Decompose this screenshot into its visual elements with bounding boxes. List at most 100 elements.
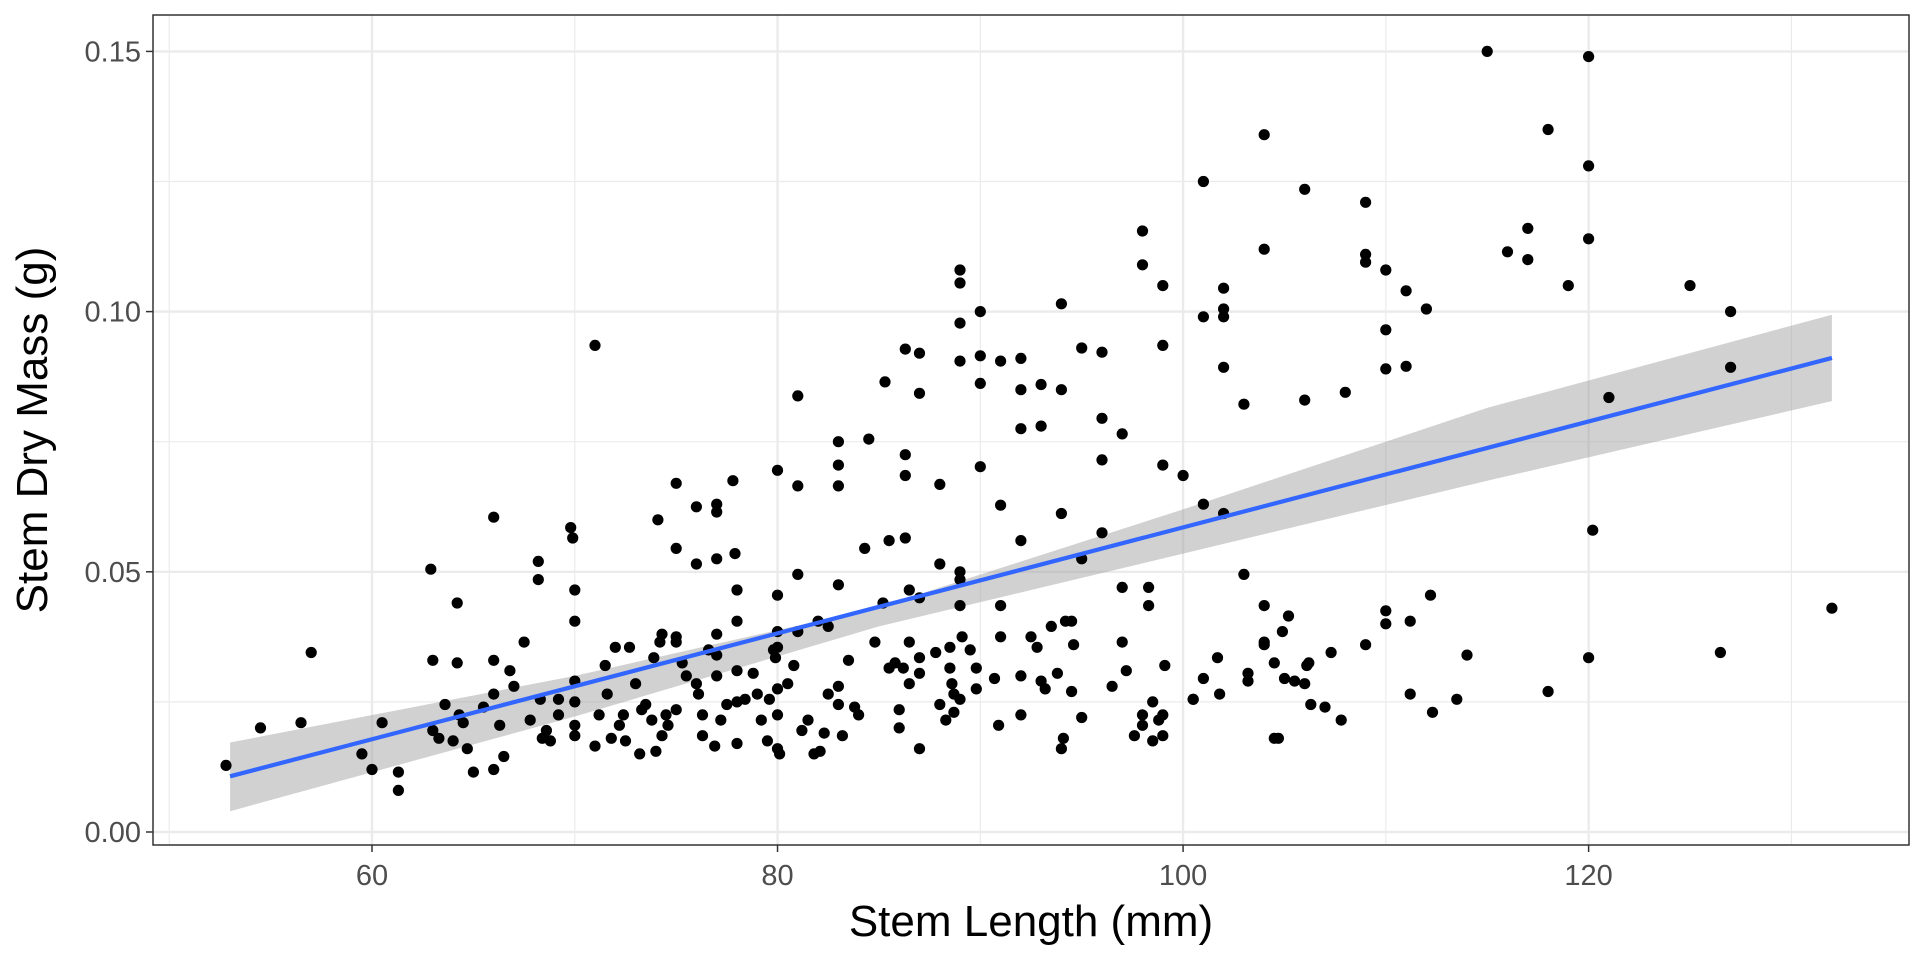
data-point (853, 709, 865, 721)
data-point (970, 662, 982, 674)
data-point (1197, 498, 1209, 510)
panel-border (152, 14, 1910, 846)
data-point (1147, 735, 1159, 747)
data-point (970, 683, 982, 695)
data-point (930, 646, 942, 659)
data-point (859, 542, 871, 555)
data-point (376, 717, 388, 729)
x-tick-label: 60 (356, 860, 388, 892)
data-point (769, 652, 782, 664)
data-point (254, 722, 267, 734)
data-point (711, 553, 723, 565)
y-tick-label: 0.00 (85, 817, 141, 849)
data-point (832, 480, 845, 492)
data-point (903, 636, 915, 648)
data-point (1258, 639, 1270, 651)
data-point (619, 735, 632, 747)
data-point (974, 461, 986, 473)
data-point (993, 719, 1005, 731)
data-point (711, 498, 723, 510)
data-point (731, 615, 743, 627)
data-point (1120, 665, 1132, 677)
data-point (771, 641, 784, 653)
data-point (569, 719, 581, 731)
data-point (995, 355, 1007, 367)
data-point (601, 688, 613, 700)
x-tick-label: 100 (1159, 860, 1207, 892)
data-point (1136, 259, 1149, 271)
data-point (696, 709, 709, 721)
data-point (425, 563, 437, 575)
data-point (1360, 639, 1372, 651)
data-point (974, 377, 986, 389)
data-point (954, 566, 966, 578)
regression-line (229, 355, 1833, 779)
data-point (504, 665, 516, 677)
fit-line-group (229, 355, 1833, 779)
data-point (739, 693, 751, 705)
data-point (1051, 667, 1063, 679)
data-point (1031, 641, 1043, 653)
data-point (974, 350, 986, 362)
data-point (944, 641, 956, 653)
data-point (893, 722, 905, 734)
data-point (1055, 743, 1067, 755)
data-point (954, 574, 966, 586)
data-point (964, 644, 976, 656)
data-point (913, 347, 926, 359)
data-point (498, 750, 510, 763)
data-point (540, 724, 553, 737)
data-point (1360, 196, 1372, 208)
data-point (1426, 706, 1439, 718)
data-point (648, 652, 660, 664)
data-point (1725, 361, 1737, 373)
data-point (954, 600, 966, 612)
data-point (1157, 339, 1169, 351)
data-point (1289, 675, 1301, 687)
data-point (954, 317, 966, 329)
data-point (802, 714, 814, 726)
data-point (451, 657, 463, 669)
data-point (1542, 123, 1554, 136)
data-point (1157, 459, 1169, 471)
data-point (1278, 672, 1291, 685)
x-tick-label: 120 (1564, 860, 1612, 892)
x-axis-title: Stem Length (mm) (849, 897, 1213, 946)
data-point (1272, 732, 1284, 744)
data-point (731, 665, 743, 677)
data-point (696, 730, 709, 742)
data-point (589, 339, 601, 351)
data-point (954, 277, 966, 289)
data-point (488, 654, 500, 666)
data-point (1116, 636, 1128, 648)
data-point (822, 620, 834, 633)
data-point (792, 480, 804, 492)
data-point (1583, 233, 1595, 245)
data-point (913, 652, 926, 664)
data-point (1400, 285, 1412, 297)
data-point (1299, 183, 1311, 195)
data-point (974, 306, 986, 318)
data-point (1057, 732, 1069, 744)
data-point (1187, 693, 1199, 705)
data-point (593, 709, 605, 721)
data-points (220, 45, 1838, 797)
data-point (1197, 672, 1209, 685)
data-point (814, 745, 826, 757)
data-point (220, 759, 232, 772)
data-point (356, 748, 368, 760)
data-point (1157, 709, 1169, 721)
data-point (731, 584, 743, 596)
data-point (1055, 507, 1067, 520)
data-point (899, 469, 911, 482)
data-point (1147, 696, 1159, 708)
data-point (1258, 129, 1270, 141)
data-point (518, 636, 530, 648)
data-point (613, 719, 626, 731)
data-point (832, 579, 845, 591)
data-point (721, 698, 733, 711)
data-point (1522, 254, 1534, 266)
data-point (1136, 709, 1149, 721)
data-point (899, 449, 911, 461)
data-point (899, 343, 911, 355)
